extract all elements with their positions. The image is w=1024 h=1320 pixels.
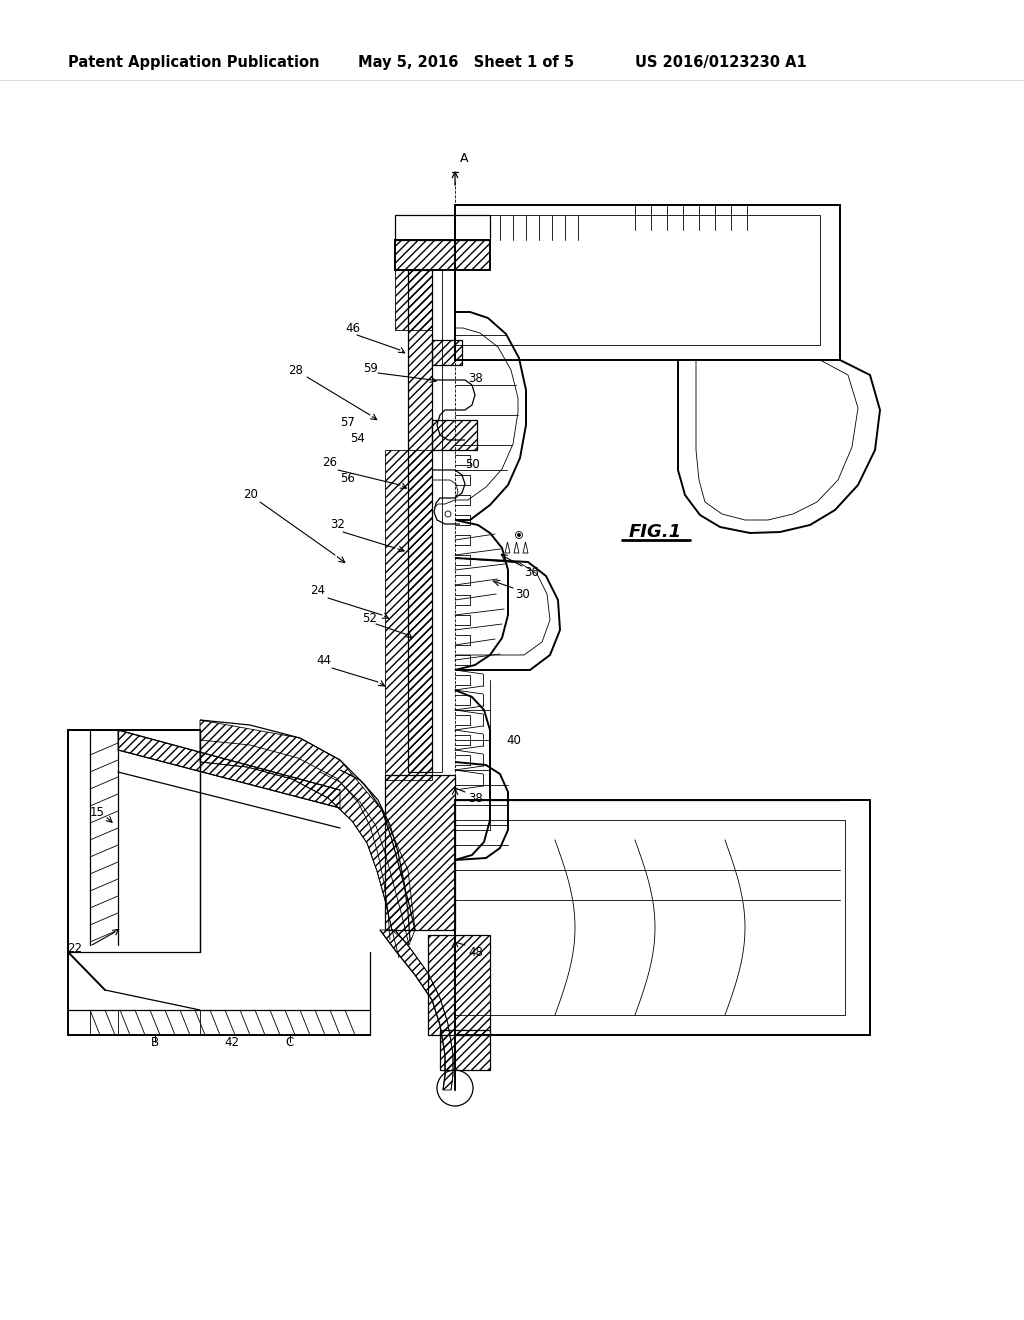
Circle shape [517,533,520,536]
Text: 44: 44 [316,653,331,667]
Bar [408,271,432,772]
Bar [455,820,845,1015]
Text: Patent Application Publication: Patent Application Publication [68,54,319,70]
Text: 50: 50 [465,458,480,471]
Text: 48: 48 [468,945,483,958]
Text: 42: 42 [224,1035,240,1048]
Bar [432,341,462,366]
Text: 30: 30 [515,587,529,601]
Text: 15: 15 [90,805,105,818]
Text: B: B [151,1035,159,1048]
Polygon shape [678,360,880,533]
Text: May 5, 2016   Sheet 1 of 5: May 5, 2016 Sheet 1 of 5 [358,54,574,70]
Text: 56: 56 [340,471,355,484]
Bar [455,205,840,360]
Bar [428,935,490,1035]
Text: US 2016/0123230 A1: US 2016/0123230 A1 [635,54,807,70]
Text: 52: 52 [362,611,377,624]
Text: 38: 38 [468,371,482,384]
Text: 59: 59 [362,362,378,375]
Bar [395,240,490,271]
Bar [432,420,477,450]
Text: C: C [286,1035,294,1048]
Text: 24: 24 [310,583,325,597]
Bar [385,775,455,931]
Text: 26: 26 [322,455,337,469]
Bar [440,1030,490,1071]
Bar [395,215,490,240]
Text: 20: 20 [243,488,258,502]
Text: 22: 22 [67,941,82,954]
Bar [432,271,442,772]
Text: A: A [460,152,469,165]
Text: 38: 38 [468,792,482,804]
Text: 28: 28 [288,363,303,376]
Bar [455,800,870,1035]
Text: 36: 36 [524,565,539,578]
Text: 46: 46 [345,322,360,334]
Text: 57: 57 [340,417,355,429]
Bar [455,215,820,345]
Text: 32: 32 [330,519,345,532]
Text: 54: 54 [350,432,365,445]
Text: 40: 40 [506,734,521,747]
Text: FIG.1: FIG.1 [629,523,682,541]
